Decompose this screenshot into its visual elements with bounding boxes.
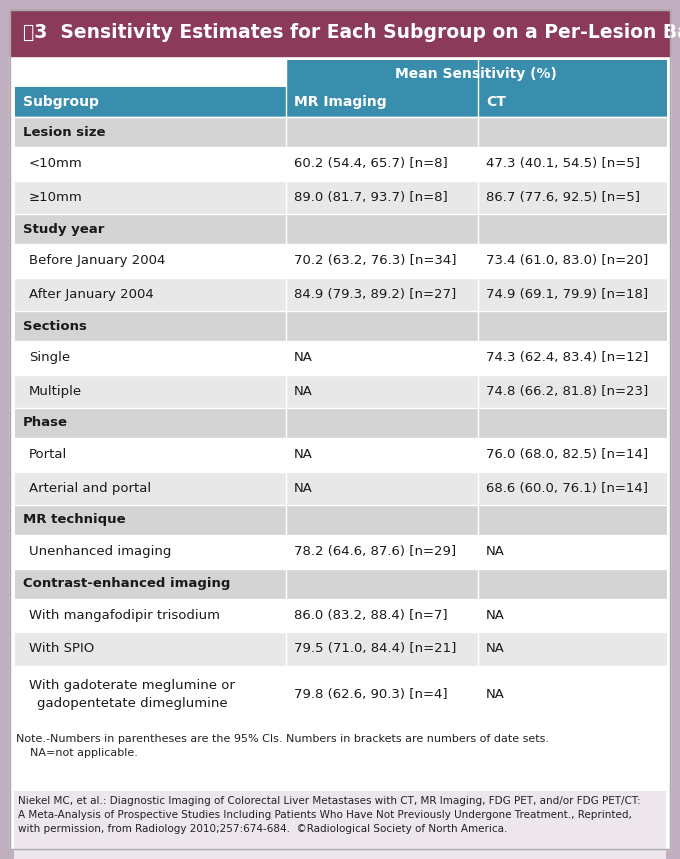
Bar bbox=[15, 180, 667, 214]
Text: Subgroup: Subgroup bbox=[23, 95, 99, 109]
Bar bbox=[15, 277, 667, 311]
Text: 70.2 (63.2, 76.3) [n=34]: 70.2 (63.2, 76.3) [n=34] bbox=[294, 254, 456, 267]
Text: Multiple: Multiple bbox=[29, 385, 82, 398]
Text: With mangafodipir trisodium: With mangafodipir trisodium bbox=[29, 609, 220, 622]
Text: Single: Single bbox=[29, 351, 70, 364]
Text: 79.8 (62.6, 90.3) [n=4]: 79.8 (62.6, 90.3) [n=4] bbox=[294, 688, 447, 701]
Bar bbox=[14, 790, 666, 859]
Text: Unenhanced imaging: Unenhanced imaging bbox=[29, 545, 171, 558]
Text: ≥10mm: ≥10mm bbox=[29, 191, 83, 204]
Text: CT: CT bbox=[486, 95, 506, 109]
Text: 79.5 (71.0, 84.4) [n=21]: 79.5 (71.0, 84.4) [n=21] bbox=[294, 643, 456, 655]
Text: Portal: Portal bbox=[29, 448, 67, 461]
Text: 84.9 (79.3, 89.2) [n=27]: 84.9 (79.3, 89.2) [n=27] bbox=[294, 288, 456, 301]
Text: NA: NA bbox=[486, 545, 505, 558]
Text: NA: NA bbox=[486, 643, 505, 655]
Text: With gadoterate meglumine or
gadopentetate dimeglumine: With gadoterate meglumine or gadopenteta… bbox=[29, 679, 235, 710]
Text: With SPIO: With SPIO bbox=[29, 643, 95, 655]
Text: Sections: Sections bbox=[23, 320, 87, 332]
Text: Lesion size: Lesion size bbox=[23, 125, 105, 138]
Text: 74.3 (62.4, 83.4) [n=12]: 74.3 (62.4, 83.4) [n=12] bbox=[486, 351, 648, 364]
Text: 47.3 (40.1, 54.5) [n=5]: 47.3 (40.1, 54.5) [n=5] bbox=[486, 157, 640, 170]
Text: 74.8 (66.2, 81.8) [n=23]: 74.8 (66.2, 81.8) [n=23] bbox=[486, 385, 648, 398]
Bar bbox=[15, 375, 667, 408]
Text: MR Imaging: MR Imaging bbox=[294, 95, 386, 109]
Bar bbox=[15, 117, 667, 147]
Text: NA: NA bbox=[486, 609, 505, 622]
Bar bbox=[478, 87, 667, 117]
Text: 73.4 (61.0, 83.0) [n=20]: 73.4 (61.0, 83.0) [n=20] bbox=[486, 254, 648, 267]
Bar bbox=[15, 535, 667, 569]
Text: NA: NA bbox=[294, 482, 312, 495]
Text: 68.6 (60.0, 76.1) [n=14]: 68.6 (60.0, 76.1) [n=14] bbox=[486, 482, 648, 495]
Text: NA: NA bbox=[486, 688, 505, 701]
Bar bbox=[15, 311, 667, 341]
Bar bbox=[15, 147, 667, 180]
Text: Note.-Numbers in parentheses are the 95% CIs. Numbers in brackets are numbers of: Note.-Numbers in parentheses are the 95%… bbox=[16, 734, 549, 758]
Text: 76.0 (68.0, 82.5) [n=14]: 76.0 (68.0, 82.5) [n=14] bbox=[486, 448, 648, 461]
Text: NA: NA bbox=[294, 351, 312, 364]
Text: 表3  Sensitivity Estimates for Each Subgroup on a Per-Lesion Basis: 表3 Sensitivity Estimates for Each Subgro… bbox=[23, 23, 680, 42]
Text: Study year: Study year bbox=[23, 222, 104, 235]
Bar bbox=[15, 472, 667, 505]
Bar bbox=[15, 341, 667, 375]
Bar bbox=[15, 438, 667, 472]
Text: 89.0 (81.7, 93.7) [n=8]: 89.0 (81.7, 93.7) [n=8] bbox=[294, 191, 447, 204]
Bar bbox=[15, 505, 667, 535]
Text: NA: NA bbox=[294, 385, 312, 398]
Bar bbox=[15, 569, 667, 599]
Bar bbox=[15, 214, 667, 244]
Text: Phase: Phase bbox=[23, 417, 68, 430]
Text: Before January 2004: Before January 2004 bbox=[29, 254, 165, 267]
Text: Mean Sensitivity (%): Mean Sensitivity (%) bbox=[395, 66, 557, 81]
Text: Arterial and portal: Arterial and portal bbox=[29, 482, 151, 495]
Bar bbox=[15, 408, 667, 438]
Text: 86.0 (83.2, 88.4) [n=7]: 86.0 (83.2, 88.4) [n=7] bbox=[294, 609, 447, 622]
Bar bbox=[15, 632, 667, 666]
Text: 60.2 (54.4, 65.7) [n=8]: 60.2 (54.4, 65.7) [n=8] bbox=[294, 157, 447, 170]
Text: After January 2004: After January 2004 bbox=[29, 288, 154, 301]
Text: 86.7 (77.6, 92.5) [n=5]: 86.7 (77.6, 92.5) [n=5] bbox=[486, 191, 640, 204]
Bar bbox=[286, 60, 667, 87]
Bar bbox=[286, 87, 478, 117]
Text: <10mm: <10mm bbox=[29, 157, 83, 170]
Text: 74.9 (69.1, 79.9) [n=18]: 74.9 (69.1, 79.9) [n=18] bbox=[486, 288, 648, 301]
Text: NA: NA bbox=[294, 448, 312, 461]
Text: Niekel MC, et al.: Diagnostic Imaging of Colorectal Liver Metastases with CT, MR: Niekel MC, et al.: Diagnostic Imaging of… bbox=[18, 795, 641, 833]
Bar bbox=[15, 87, 286, 117]
Text: Contrast-enhanced imaging: Contrast-enhanced imaging bbox=[23, 577, 231, 590]
Bar bbox=[15, 666, 667, 723]
Bar bbox=[10, 10, 670, 56]
Text: 78.2 (64.6, 87.6) [n=29]: 78.2 (64.6, 87.6) [n=29] bbox=[294, 545, 456, 558]
Bar bbox=[15, 599, 667, 632]
Text: MR technique: MR technique bbox=[23, 514, 126, 527]
Bar bbox=[15, 244, 667, 277]
